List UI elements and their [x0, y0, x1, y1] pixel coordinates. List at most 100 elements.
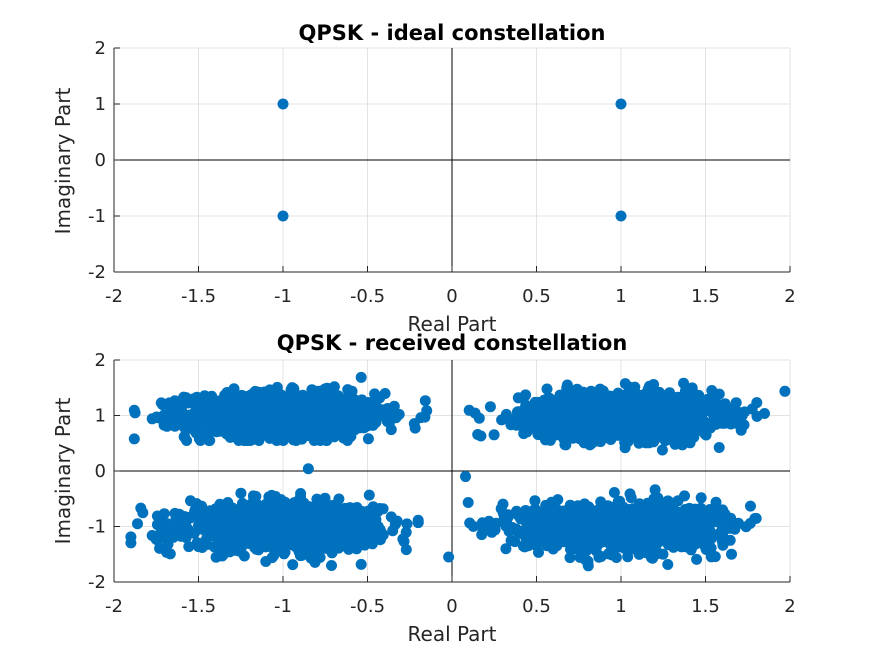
data-point: [564, 399, 576, 411]
data-point: [279, 429, 291, 441]
data-point: [129, 407, 141, 419]
data-point: [269, 418, 281, 430]
data-point: [164, 548, 176, 560]
data-point: [484, 401, 496, 413]
data-point: [529, 495, 541, 507]
data-point: [322, 503, 334, 515]
data-point: [593, 423, 605, 435]
data-point: [261, 500, 273, 512]
data-point: [710, 496, 722, 508]
data-point: [372, 521, 384, 533]
data-point: [196, 542, 208, 553]
x-tick-label: -2: [105, 596, 123, 617]
data-point: [186, 410, 198, 422]
data-point: [500, 543, 512, 555]
data-point: [505, 535, 517, 546]
data-point: [254, 528, 266, 540]
y-tick-label: -1: [88, 206, 106, 227]
data-point: [552, 414, 564, 426]
data-point: [608, 487, 620, 498]
chart-title: QPSK - ideal constellation: [299, 21, 606, 45]
data-point: [325, 400, 337, 412]
data-point: [656, 413, 668, 425]
data-point: [270, 491, 282, 502]
data-point: [162, 538, 174, 550]
data-point: [299, 522, 311, 533]
data-point: [779, 385, 791, 397]
data-point: [363, 489, 375, 501]
data-point: [193, 514, 205, 526]
data-point: [137, 507, 149, 519]
data-point: [181, 435, 193, 446]
data-point: [268, 550, 279, 562]
axes-box: [113, 48, 790, 273]
data-point: [689, 388, 700, 400]
data-point: [269, 514, 281, 526]
data-point: [561, 379, 573, 391]
data-point: [220, 528, 232, 540]
data-point: [249, 505, 261, 517]
data-point: [314, 435, 326, 446]
data-point: [695, 492, 707, 504]
data-point: [601, 399, 613, 411]
data-point: [221, 428, 233, 440]
data-point: [387, 525, 399, 537]
data-point: [678, 399, 690, 411]
received-constellation-axes: QPSK - received constellation Real Part …: [51, 331, 796, 646]
data-point: [351, 409, 363, 421]
x-tick-label: 1.5: [691, 286, 720, 307]
data-point: [205, 517, 217, 529]
data-point: [496, 414, 508, 426]
x-tick-label: -0.5: [350, 596, 385, 617]
data-point: [296, 413, 308, 425]
y-tick-label: 0: [95, 150, 106, 171]
data-point: [713, 442, 725, 453]
data-point: [287, 559, 299, 571]
data-point: [669, 392, 681, 404]
data-point: [594, 414, 606, 426]
y-tick-label: 1: [95, 406, 106, 427]
y-axis-label: Imaginary Part: [51, 397, 75, 544]
data-point: [517, 540, 529, 552]
x-tick-label: -1.5: [181, 286, 216, 307]
data-point: [746, 403, 758, 415]
data-point: [421, 405, 433, 417]
data-point: [242, 512, 254, 524]
y-tick-label: -2: [88, 262, 106, 283]
data-point: [355, 371, 367, 383]
chart-title: QPSK - received constellation: [277, 331, 628, 355]
data-point: [488, 429, 500, 441]
data-point: [201, 425, 213, 437]
data-point: [653, 386, 665, 398]
data-point: [276, 389, 288, 401]
data-point: [629, 402, 641, 414]
data-point: [266, 427, 278, 439]
y-tick-label: 1: [95, 94, 106, 115]
data-point: [541, 383, 553, 395]
data-point: [691, 553, 703, 565]
data-point: [345, 430, 357, 442]
data-point: [524, 403, 536, 415]
data-point: [157, 399, 168, 411]
data-point: [385, 424, 397, 436]
data-point: [269, 535, 281, 547]
data-point: [709, 551, 721, 563]
data-point: [191, 395, 202, 407]
data-point: [611, 396, 623, 408]
data-point: [329, 529, 341, 541]
data-point: [619, 389, 631, 401]
data-point: [184, 422, 196, 434]
data-point: [302, 546, 314, 558]
data-point: [713, 388, 725, 400]
data-point: [303, 391, 315, 403]
data-point: [305, 427, 317, 439]
data-point: [172, 403, 183, 415]
data-point: [307, 517, 319, 529]
data-point: [326, 560, 337, 571]
data-point: [161, 420, 173, 432]
data-point: [258, 416, 270, 428]
data-point: [328, 381, 340, 393]
data-point: [526, 420, 538, 432]
